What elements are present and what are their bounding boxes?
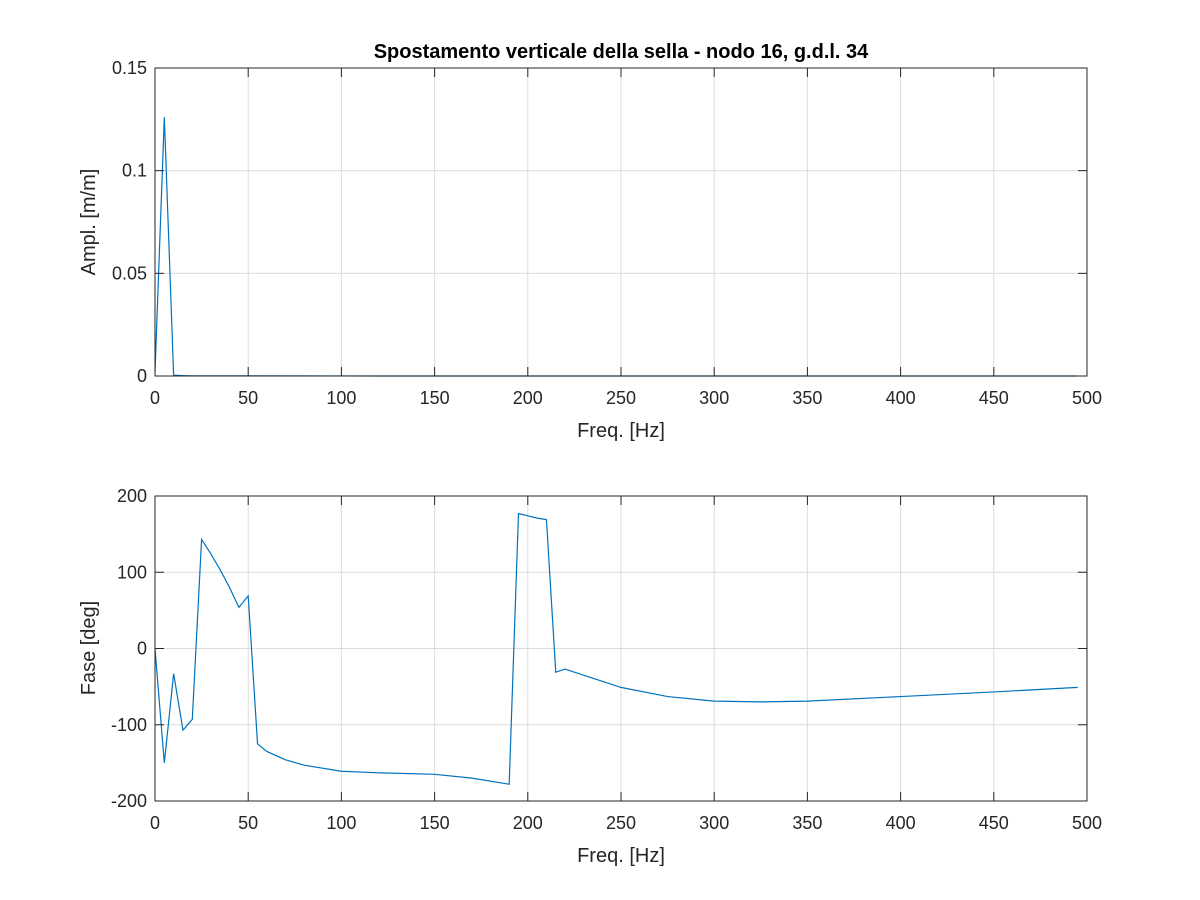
amplitude-ticks: 0 50 100 150 200 250 300 350 400 450 500 0 0.05 0.1 0.… <box>112 58 1102 408</box>
phase-x-tick-label: 350 <box>792 813 822 833</box>
phase-x-tick-label: 0 <box>150 813 160 833</box>
amplitude-x-axis-label: Freq. [Hz] <box>577 420 665 442</box>
amplitude-x-tick-label: 450 <box>979 388 1009 408</box>
amplitude-plot: 0 50 100 150 200 250 300 350 400 450 500 0 0.05 0.1 0.… <box>78 41 1102 442</box>
phase-y-tick-label: -100 <box>111 715 147 735</box>
amplitude-y-tick-label: 0.05 <box>112 263 147 283</box>
phase-x-tick-label: 400 <box>886 813 916 833</box>
amplitude-x-tick-label: 0 <box>150 388 160 408</box>
amplitude-x-tick-label: 350 <box>792 388 822 408</box>
amplitude-x-tick-label: 250 <box>606 388 636 408</box>
amplitude-x-tick-label: 500 <box>1072 388 1102 408</box>
phase-x-axis-label: Freq. [Hz] <box>577 845 665 867</box>
phase-series-line <box>154 512 1078 785</box>
phase-x-tick-label: 100 <box>326 813 356 833</box>
amplitude-x-tick-label: 50 <box>238 388 258 408</box>
amplitude-y-axis-label: Ampl. [m/m] <box>78 169 100 276</box>
phase-y-axis-label: Fase [deg] <box>78 601 100 696</box>
phase-x-tick-label: 150 <box>420 813 450 833</box>
phase-y-tick-label: 100 <box>117 562 147 582</box>
phase-ticks: 0 50 100 150 200 250 300 350 400 450 500 -200 -100 0 1… <box>111 486 1102 833</box>
amplitude-x-tick-label: 100 <box>326 388 356 408</box>
amplitude-title: Spostamento verticale della sella - nodo… <box>374 41 869 63</box>
phase-x-tick-label: 250 <box>606 813 636 833</box>
phase-x-tick-label: 50 <box>238 813 258 833</box>
phase-x-tick-label: 200 <box>513 813 543 833</box>
phase-x-tick-label: 500 <box>1072 813 1102 833</box>
phase-y-tick-label: -200 <box>111 791 147 811</box>
phase-x-tick-label: 300 <box>699 813 729 833</box>
phase-plot: 0 50 100 150 200 250 300 350 400 450 500 -200 -100 0 1… <box>78 486 1102 867</box>
amplitude-x-tick-label: 150 <box>420 388 450 408</box>
amplitude-x-tick-label: 300 <box>699 388 729 408</box>
phase-y-tick-label: 0 <box>137 639 147 659</box>
amplitude-x-tick-label: 400 <box>886 388 916 408</box>
amplitude-x-tick-label: 200 <box>513 388 543 408</box>
amplitude-y-tick-label: 0.15 <box>112 58 147 78</box>
phase-series <box>154 512 1078 785</box>
phase-y-tick-label: 200 <box>117 486 147 506</box>
amplitude-y-tick-label: 0.1 <box>122 161 147 181</box>
amplitude-y-tick-label: 0 <box>137 366 147 386</box>
phase-x-tick-label: 450 <box>979 813 1009 833</box>
